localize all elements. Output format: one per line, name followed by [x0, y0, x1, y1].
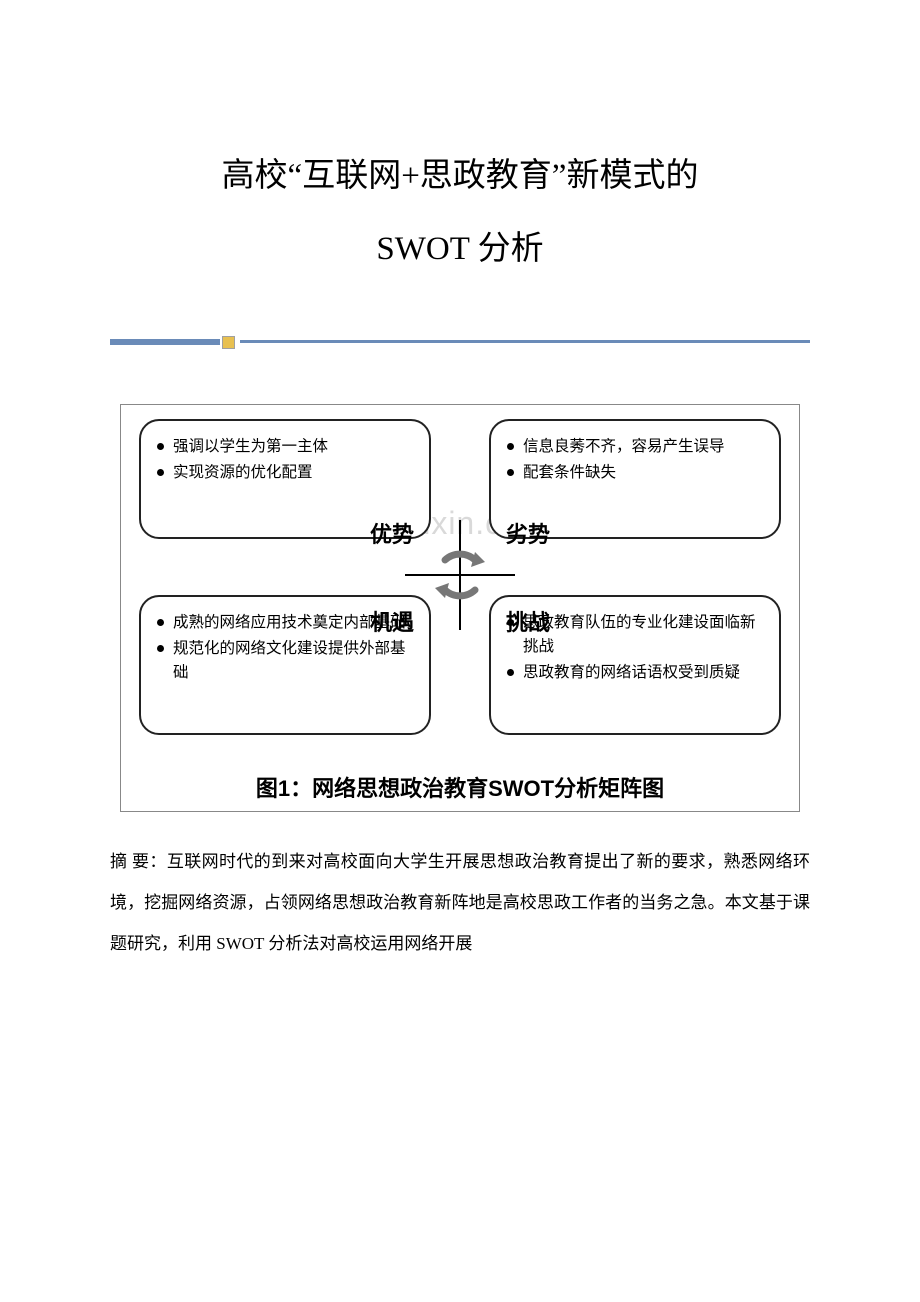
divider-right-bar: [240, 340, 810, 343]
list-item: 实现资源的优化配置: [157, 461, 417, 485]
section-divider: [110, 335, 810, 349]
abstract-text: 互联网时代的到来对高校面向大学生开展思想政治教育提出了新的要求，熟悉网络环境，挖…: [110, 852, 810, 953]
list-item: 规范化的网络文化建设提供外部基础: [157, 637, 417, 685]
abstract-label: 摘 要：: [110, 852, 167, 871]
abstract-paragraph: 摘 要：互联网时代的到来对高校面向大学生开展思想政治教育提出了新的要求，熟悉网络…: [110, 842, 810, 964]
title-line-1: 高校“互联网+思政教育”新模式的: [110, 140, 810, 213]
list-item: 成熟的网络应用技术奠定内部基础: [157, 611, 417, 635]
divider-left-bar: [110, 339, 220, 345]
swot-figure: www.zixin.com.cn 强调以学生为第一主体 实现资源的优化配置 信息…: [120, 404, 800, 812]
quadrant-threats: 思政教育队伍的专业化建设面临新挑战 思政教育的网络话语权受到质疑: [489, 595, 781, 735]
quadrant-weaknesses: 信息良莠不齐，容易产生误导 配套条件缺失: [489, 419, 781, 539]
divider-marker-icon: [222, 336, 235, 349]
list-item: 信息良莠不齐，容易产生误导: [507, 435, 767, 459]
list-item: 思政教育的网络话语权受到质疑: [507, 661, 767, 685]
list-item: 强调以学生为第一主体: [157, 435, 417, 459]
document-title: 高校“互联网+思政教育”新模式的 SWOT 分析: [110, 140, 810, 285]
figure-caption: 图1：网络思想政治教育SWOT分析矩阵图: [121, 771, 799, 803]
quadrant-opportunities: 成熟的网络应用技术奠定内部基础 规范化的网络文化建设提供外部基础: [139, 595, 431, 735]
list-item: 思政教育队伍的专业化建设面临新挑战: [507, 611, 767, 659]
title-line-2: SWOT 分析: [110, 213, 810, 286]
swot-grid: www.zixin.com.cn 强调以学生为第一主体 实现资源的优化配置 信息…: [121, 405, 799, 765]
quadrant-strengths: 强调以学生为第一主体 实现资源的优化配置: [139, 419, 431, 539]
list-item: 配套条件缺失: [507, 461, 767, 485]
